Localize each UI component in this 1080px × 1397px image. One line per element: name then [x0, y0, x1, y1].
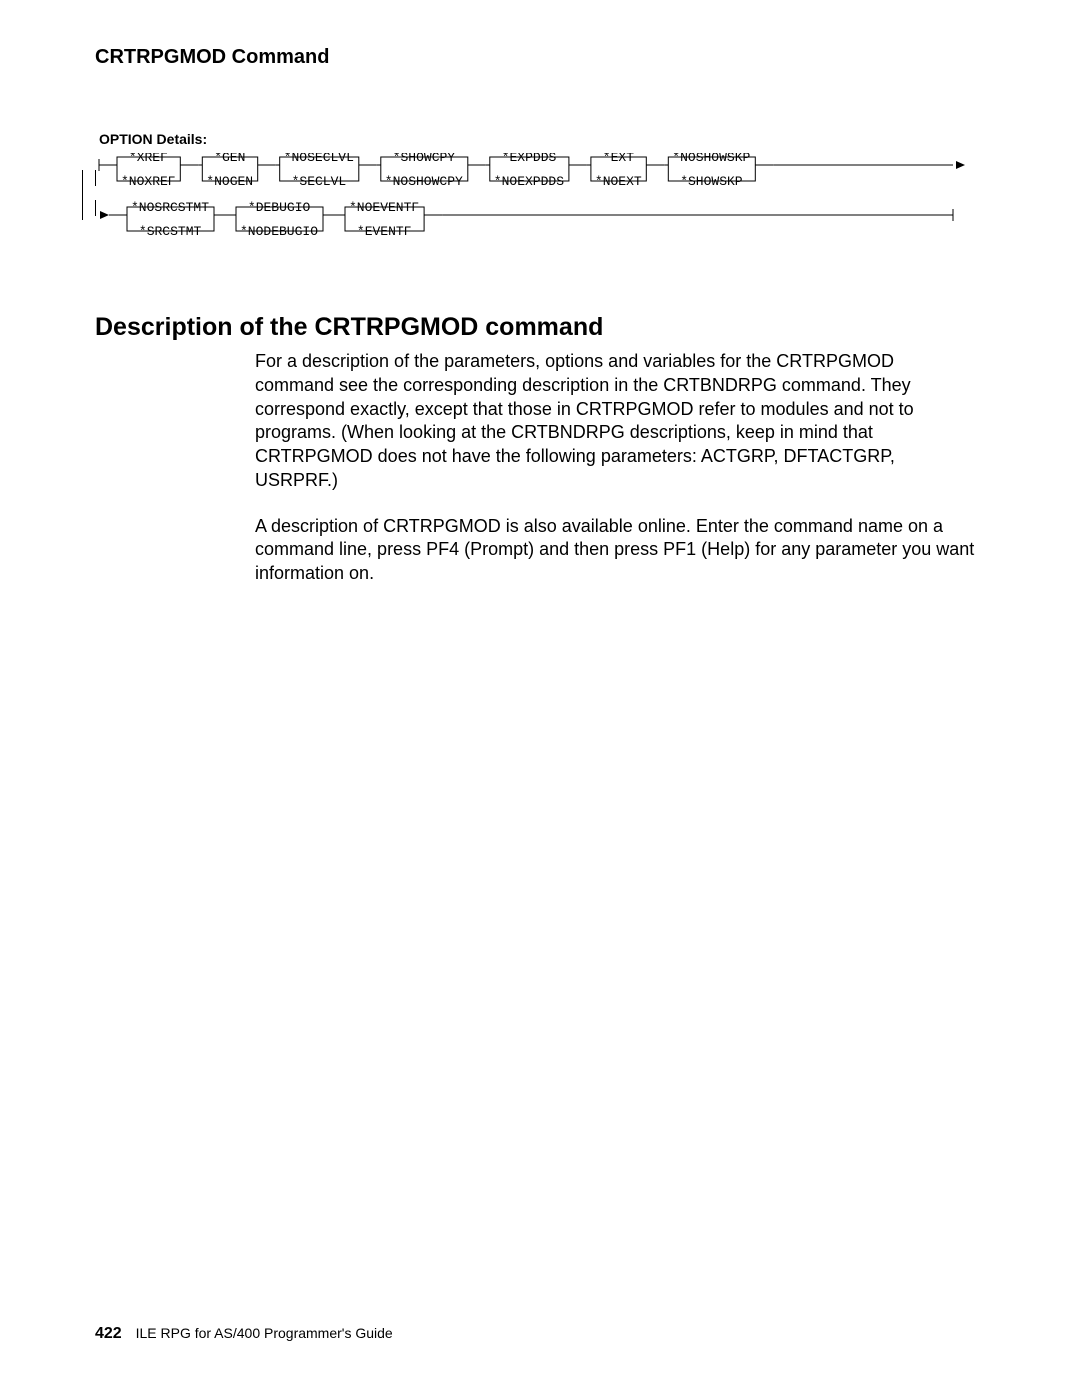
svg-text:*NOSHOWCPY: *NOSHOWCPY [385, 174, 463, 189]
svg-text:*NOSECLVL: *NOSECLVL [284, 153, 354, 165]
syntax-svg: *XREF *NOXREF *GEN *NOGEN *NOSECLVL *SECLVL *S… [95, 153, 975, 253]
book-title: ILE RPG for AS/400 Programmer's Guide [136, 1325, 393, 1341]
svg-text:*NOSRCSTMT: *NOSRCSTMT [131, 200, 209, 215]
svg-text:*NOEXT: *NOEXT [595, 174, 642, 189]
svg-text:*NOEXPDDS: *NOEXPDDS [494, 174, 564, 189]
svg-text:*SHOWCPY: *SHOWCPY [393, 153, 456, 165]
syntax-diagram: *XREF *NOXREF *GEN *NOGEN *NOSECLVL *SECLVL *S… [95, 153, 985, 253]
svg-text:*NOGEN: *NOGEN [206, 174, 253, 189]
svg-text:*EVENTF: *EVENTF [357, 224, 412, 239]
svg-text:*SRCSTMT: *SRCSTMT [139, 224, 202, 239]
svg-text:*XREF: *XREF [129, 153, 168, 165]
svg-text:*SHOWSKP: *SHOWSKP [680, 174, 743, 189]
svg-text:*NOXREF: *NOXREF [121, 174, 176, 189]
svg-text:*SECLVL: *SECLVL [292, 174, 347, 189]
description-para-1: For a description of the parameters, opt… [255, 350, 975, 493]
svg-text:*NOSHOWSKP: *NOSHOWSKP [672, 153, 750, 165]
svg-text:*EXT: *EXT [603, 153, 634, 165]
page-number: 422 [95, 1325, 122, 1342]
option-details-label: OPTION Details: [99, 131, 985, 147]
svg-text:*EXPDDS: *EXPDDS [502, 153, 557, 165]
description-para-2: A description of CRTRPGMOD is also avail… [255, 515, 975, 586]
section-title: Description of the CRTRPGMOD command [95, 313, 985, 342]
page: CRTRPGMOD Command OPTION Details: *XREF*… [0, 0, 1080, 1397]
svg-text:*NODEBUGIO: *NODEBUGIO [240, 224, 318, 239]
svg-text:*GEN: *GEN [214, 153, 245, 165]
footer: 422 ILE RPG for AS/400 Programmer's Guid… [95, 1325, 393, 1343]
running-head: CRTRPGMOD Command [95, 46, 985, 69]
svg-text:*NOEVENTF: *NOEVENTF [349, 200, 419, 215]
svg-text:*DEBUGIO: *DEBUGIO [248, 200, 311, 215]
